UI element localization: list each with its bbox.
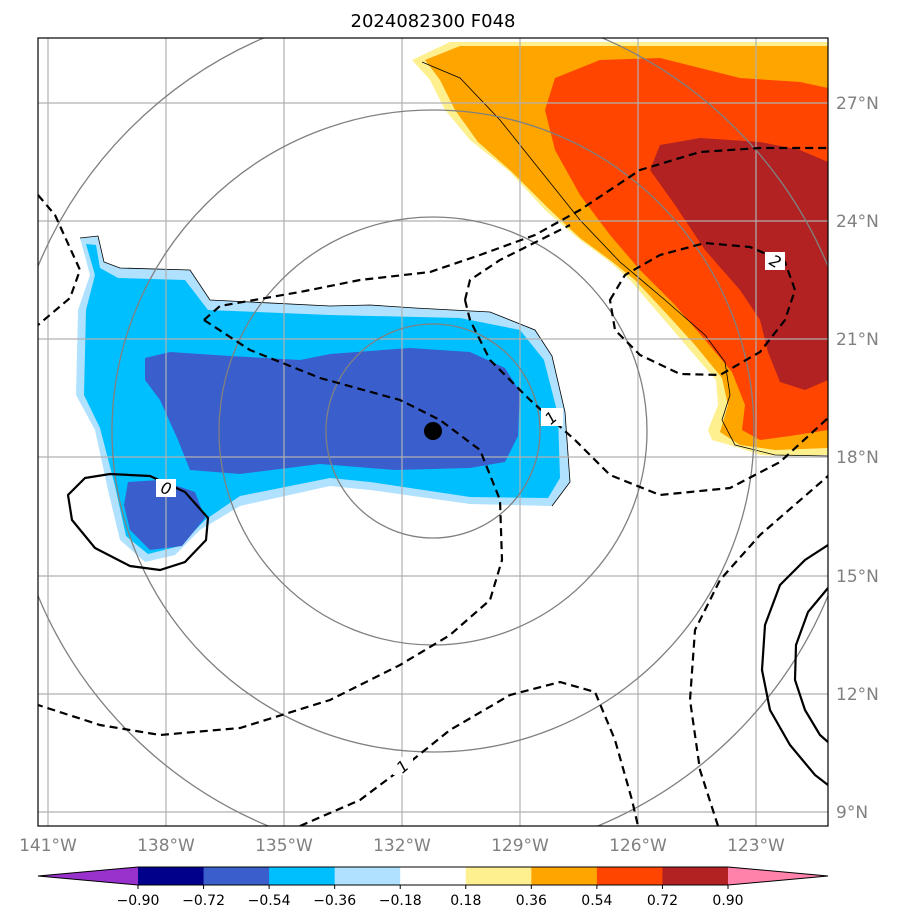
colorbar-tick-label: −0.90 xyxy=(117,893,160,909)
colorbar-tick-label: 0.72 xyxy=(647,893,678,909)
range-rings xyxy=(38,38,828,826)
lon-label: 126°W xyxy=(609,836,667,856)
map-area: 1 1 2 0 xyxy=(38,38,828,826)
colorbar-tick-label: 0.18 xyxy=(450,893,481,909)
colorbar-swatch xyxy=(203,867,270,885)
map-frame xyxy=(37,37,829,827)
contour-label-bg xyxy=(393,757,413,775)
lon-label: 123°W xyxy=(727,836,785,856)
colorbar-tick-label: 0.36 xyxy=(516,893,547,909)
lon-label: 138°W xyxy=(137,836,195,856)
shade-firebrick xyxy=(650,138,828,390)
solid-contours xyxy=(66,472,828,786)
colorbar-tick-label: −0.36 xyxy=(313,893,356,909)
dashed-contours xyxy=(38,146,828,826)
colorbar-tick-label: 0.90 xyxy=(712,893,743,909)
anomaly-outline xyxy=(79,235,571,507)
colorbar-swatch xyxy=(531,867,598,885)
lat-label: 9°N xyxy=(836,803,868,823)
figure-title: 2024082300 F048 xyxy=(351,11,516,32)
contour-label: 0 xyxy=(159,478,174,499)
lon-label: 132°W xyxy=(373,836,431,856)
colorbar-tick-label: −0.18 xyxy=(379,893,422,909)
anomaly-outline-east xyxy=(421,61,828,457)
colorbar-extend-low xyxy=(38,867,138,885)
shade-royal-blue xyxy=(145,348,520,474)
lon-label: 129°W xyxy=(491,836,549,856)
colorbar-swatch xyxy=(269,867,336,885)
lon-labels: 141°W 138°W 135°W 132°W 129°W 126°W 123°… xyxy=(19,836,785,856)
colorbar-swatch xyxy=(334,867,401,885)
storm-center-marker xyxy=(424,422,442,440)
colorbar-tick-label: 0.54 xyxy=(581,893,612,909)
contour-label-bg xyxy=(156,479,176,497)
lat-label: 27°N xyxy=(836,94,879,114)
colorbar: −0.90 −0.72 −0.54 −0.36 −0.18 0.18 0.36 0.54 0.7… xyxy=(37,866,829,909)
lat-label: 15°N xyxy=(836,567,879,587)
contour-label-bg xyxy=(765,252,785,270)
lat-label: 18°N xyxy=(836,448,879,468)
lat-label: 21°N xyxy=(836,330,879,350)
contour-label-bg xyxy=(541,408,563,426)
colorbar-tick-label: −0.54 xyxy=(248,893,291,909)
colorbar-swatch xyxy=(400,867,467,885)
colorbar-swatch xyxy=(138,867,205,885)
gridlines xyxy=(38,38,828,826)
colorbar-swatch xyxy=(596,867,663,885)
colorbar-swatch xyxy=(465,867,532,885)
lat-label: 24°N xyxy=(836,212,879,232)
lon-label: 141°W xyxy=(19,836,77,856)
shade-royal-blue-west xyxy=(124,480,205,550)
lat-labels: 27°N 24°N 21°N 18°N 15°N 12°N 9°N xyxy=(836,94,879,823)
colorbar-tick-label: −0.72 xyxy=(182,893,225,909)
lat-label: 12°N xyxy=(836,685,879,705)
lon-label: 135°W xyxy=(255,836,313,856)
colorbar-swatch xyxy=(662,867,729,885)
colorbar-extend-high xyxy=(728,867,828,885)
